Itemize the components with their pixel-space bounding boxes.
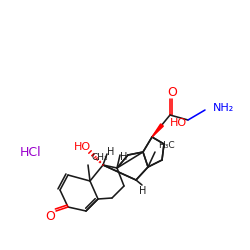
Polygon shape [152, 124, 163, 137]
Text: HCl: HCl [20, 146, 42, 160]
Text: HO: HO [170, 118, 187, 128]
Text: H₃C: H₃C [158, 142, 174, 150]
Text: O: O [45, 210, 55, 222]
Text: CH₃: CH₃ [92, 154, 108, 162]
Text: H: H [139, 186, 147, 196]
Text: H: H [120, 152, 128, 162]
Text: HO: HO [74, 142, 90, 152]
Text: H: H [107, 147, 115, 157]
Text: O: O [167, 86, 177, 98]
Text: NH₂: NH₂ [213, 103, 234, 113]
